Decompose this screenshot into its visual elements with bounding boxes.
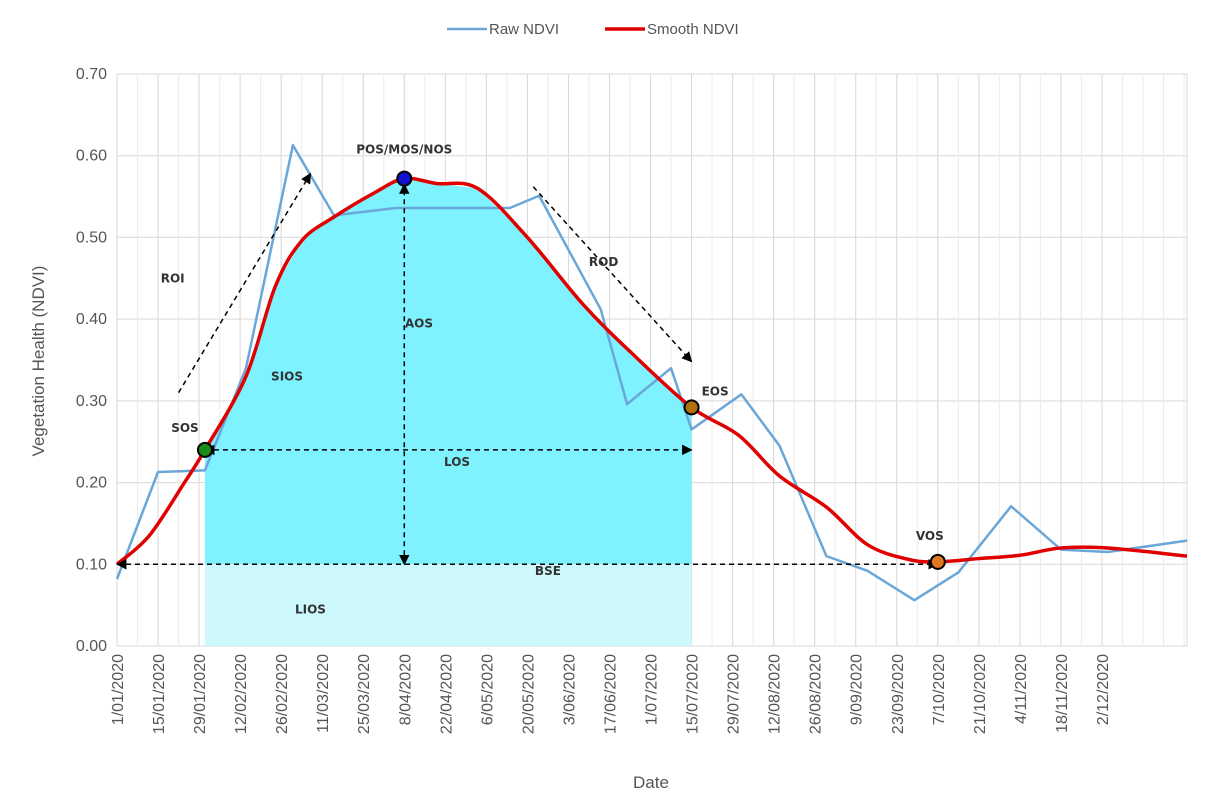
x-tick-label: 26/02/2020 bbox=[274, 654, 291, 734]
x-tick-label: 2/12/2020 bbox=[1095, 654, 1112, 725]
rod-arrow bbox=[532, 186, 693, 363]
marker-eos bbox=[683, 399, 700, 416]
marker-vos bbox=[929, 553, 946, 570]
roi-arrow bbox=[177, 172, 312, 394]
series-line-smooth-ndvi bbox=[115, 176, 1188, 566]
annotation-aos: AOS bbox=[405, 316, 433, 330]
x-tick-label: 21/10/2020 bbox=[972, 654, 989, 734]
x-tick-label: 6/05/2020 bbox=[479, 654, 496, 725]
annotation-labels: SOS POS/MOS/NOS EOS VOS ROI ROD AOS SIOS LOS BSE L… bbox=[161, 143, 944, 617]
annotation-arrows bbox=[115, 172, 939, 570]
axes: 0.00 0.10 0.20 0.30 0.40 0.50 0.60 0.70 1/01/202… bbox=[76, 66, 1112, 734]
x-tick-label: 22/04/2020 bbox=[438, 654, 455, 734]
x-tick-label: 3/06/2020 bbox=[561, 654, 578, 725]
marker-pos-mos-nos bbox=[396, 170, 413, 187]
annotation-lios: LIOS bbox=[295, 602, 326, 616]
x-tick-label: 23/09/2020 bbox=[890, 654, 907, 734]
series-lines bbox=[115, 143, 1188, 602]
annotation-los: LOS bbox=[444, 455, 470, 469]
marker-label: VOS bbox=[916, 529, 944, 543]
shaded-region-lios bbox=[204, 564, 692, 646]
legend: Raw NDVI Smooth NDVI bbox=[447, 21, 739, 38]
x-tick-label: 7/10/2020 bbox=[931, 654, 948, 725]
x-tick-label: 29/07/2020 bbox=[726, 654, 743, 734]
marker-sos bbox=[196, 441, 213, 458]
y-axis-title: Vegetation Health (NDVI) bbox=[29, 266, 48, 457]
y-tick-label: 0.20 bbox=[76, 475, 107, 492]
annotation-sios: SIOS bbox=[271, 369, 303, 383]
annotation-bse: BSE bbox=[535, 564, 561, 578]
annotation-rod: ROD bbox=[589, 255, 618, 269]
x-tick-label: 18/11/2020 bbox=[1054, 654, 1071, 733]
y-tick-label: 0.10 bbox=[76, 556, 107, 573]
y-tick-label: 0.00 bbox=[76, 638, 107, 655]
marker-label: POS/MOS/NOS bbox=[356, 143, 452, 157]
y-tick-label: 0.60 bbox=[76, 148, 107, 165]
phenology-markers bbox=[196, 170, 946, 570]
x-tick-label: 9/09/2020 bbox=[849, 654, 866, 725]
x-tick-label: 1/07/2020 bbox=[644, 654, 661, 725]
x-tick-label: 20/05/2020 bbox=[520, 654, 537, 734]
x-tick-label: 8/04/2020 bbox=[397, 654, 414, 725]
x-tick-label: 29/01/2020 bbox=[192, 654, 209, 734]
x-tick-label: 12/02/2020 bbox=[233, 654, 250, 734]
legend-label: Smooth NDVI bbox=[647, 21, 739, 38]
y-tick-label: 0.70 bbox=[76, 66, 107, 83]
marker-label: EOS bbox=[702, 384, 729, 398]
shaded-region-sios bbox=[204, 178, 692, 565]
annotation-roi: ROI bbox=[161, 271, 185, 285]
y-tick-label: 0.50 bbox=[76, 229, 107, 246]
x-axis-title: Date bbox=[633, 773, 669, 792]
x-tick-label: 12/08/2020 bbox=[767, 654, 784, 734]
series-line-raw-ndvi bbox=[115, 143, 1188, 602]
x-tick-label: 15/07/2020 bbox=[685, 654, 702, 734]
x-tick-label: 17/06/2020 bbox=[602, 654, 619, 734]
x-tick-label: 25/03/2020 bbox=[356, 654, 373, 734]
shaded-regions bbox=[204, 178, 692, 646]
x-tick-label: 26/08/2020 bbox=[808, 654, 825, 734]
marker-label: SOS bbox=[171, 421, 199, 435]
x-tick-label: 1/01/2020 bbox=[110, 654, 127, 725]
legend-label: Raw NDVI bbox=[489, 21, 559, 38]
x-tick-label: 11/03/2020 bbox=[315, 654, 332, 733]
y-tick-label: 0.40 bbox=[76, 311, 107, 328]
y-tick-label: 0.30 bbox=[76, 393, 107, 410]
x-tick-label: 15/01/2020 bbox=[151, 654, 168, 734]
x-tick-label: 4/11/2020 bbox=[1013, 654, 1030, 724]
